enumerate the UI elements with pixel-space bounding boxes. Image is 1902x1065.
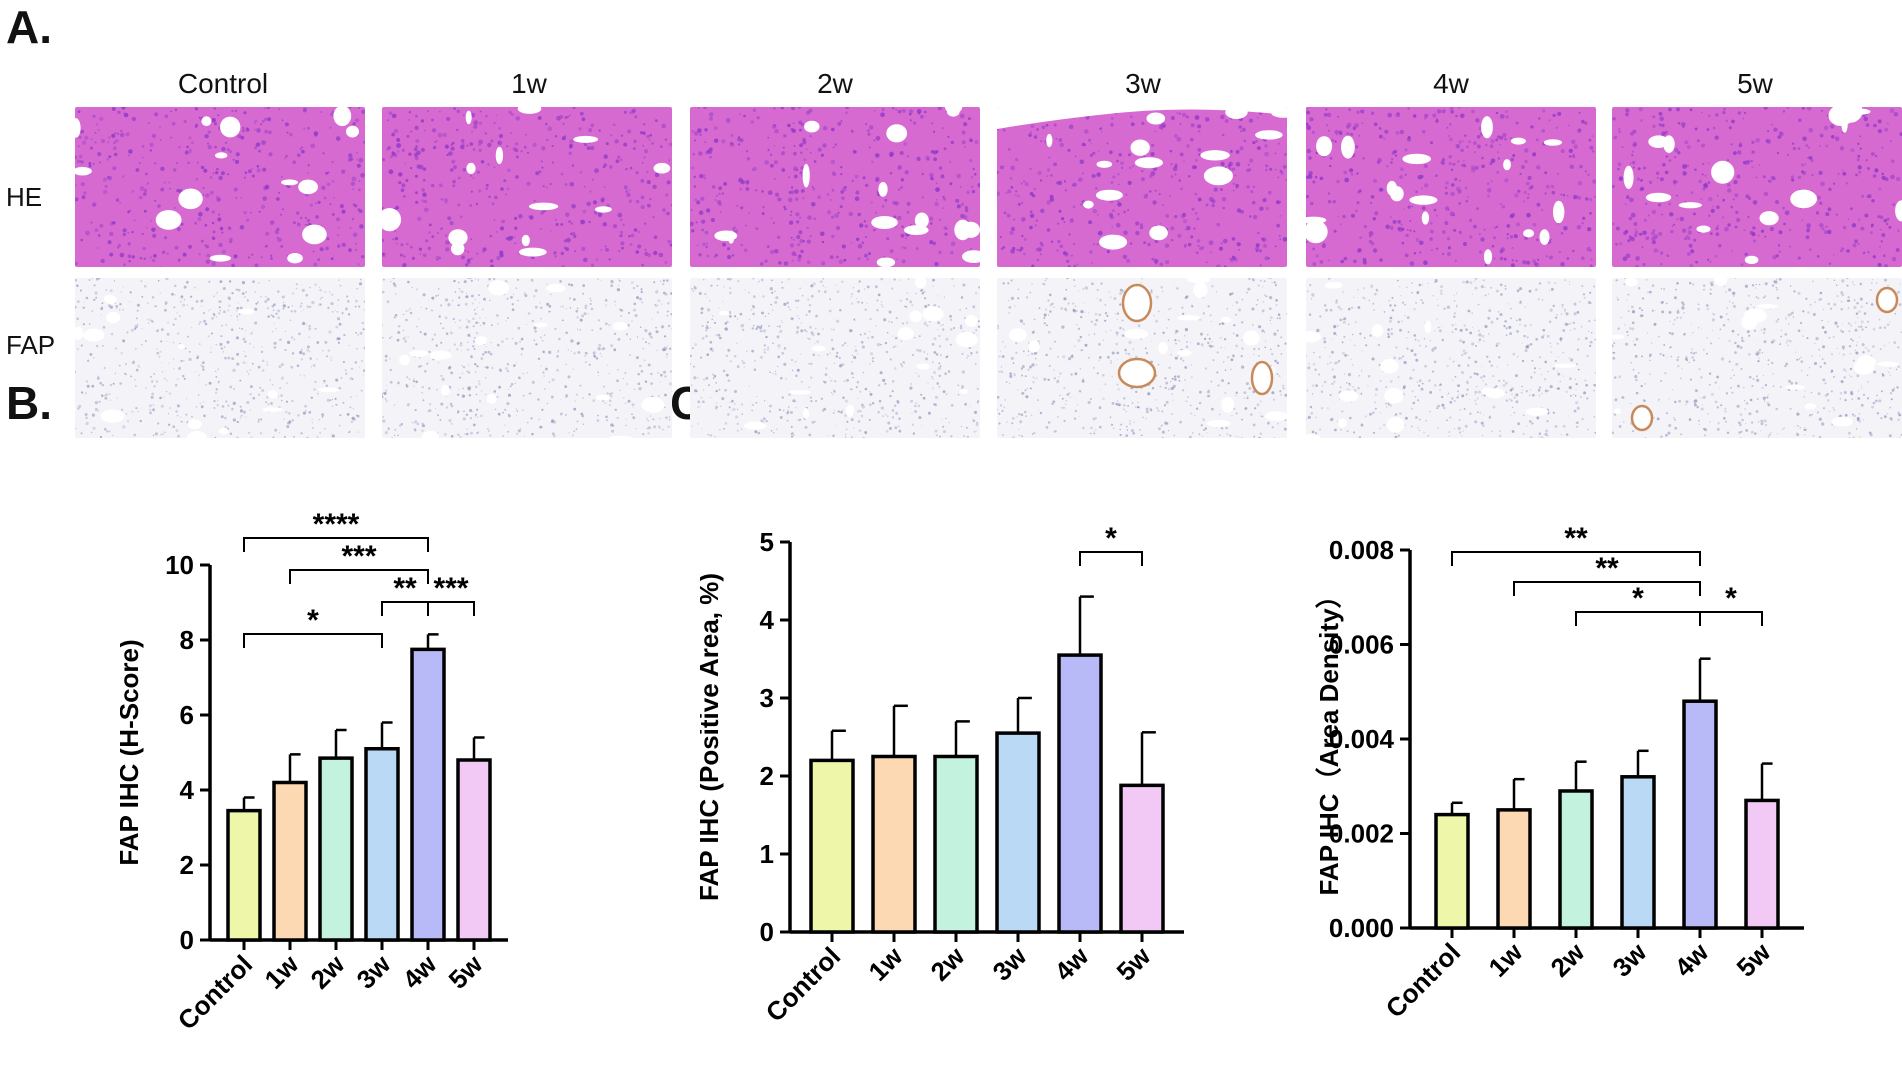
chart-c-x-tick-label-4w: 4w: [1049, 940, 1095, 986]
chart-c-y-tick-label: 1: [760, 839, 774, 869]
column-label-2w: 2w: [817, 68, 853, 99]
chart-b-significance-label: ****: [313, 508, 360, 541]
chart-c-y-axis-label: FAP IHC (Positive Area, %): [700, 573, 724, 901]
chart-b-x-tick-label-5w: 5w: [443, 948, 489, 994]
chart-d-x-tick-label-4w: 4w: [1669, 936, 1715, 982]
chart-b-y-tick-label: 10: [165, 550, 194, 580]
chart-d-bar-3w: [1620, 775, 1656, 930]
row-label-he: HE: [6, 182, 43, 212]
chart-c-bar-2w: [933, 754, 979, 934]
chart-d-x-tick-label-control: Control: [1380, 937, 1467, 1024]
chart-d-significance-label: *: [1632, 582, 1644, 615]
column-label-3w: 3w: [1125, 68, 1161, 99]
chart-c-x-tick-label-1w: 1w: [863, 940, 909, 986]
chart-b-bar-4w: [410, 647, 446, 942]
chart-d-x-tick-label-2w: 2w: [1545, 936, 1591, 982]
column-label-control: Control: [177, 68, 269, 99]
chart-b-bar-5w: [456, 758, 492, 942]
panel-label-b: B.: [6, 377, 52, 429]
chart-d-x-tick-label-1w: 1w: [1483, 936, 1529, 982]
chart-d-bar-5w: [1744, 798, 1780, 930]
chart-b-significance-label: **: [393, 572, 417, 605]
he-stain-image-control: [75, 107, 365, 267]
chart-d-y-axis-label: FAP IHC（Area Density）: [1314, 582, 1344, 895]
column-label-5w: 5w: [1737, 68, 1773, 99]
fap-stain-image-1w: [382, 278, 672, 438]
chart-b-y-tick-label: 2: [180, 850, 194, 880]
chart-d-y-tick-label: 0.000: [1329, 913, 1394, 943]
chart-b-significance-label: ***: [341, 540, 376, 573]
he-stain-image-4w: [1306, 107, 1596, 267]
chart-c-significance-label: *: [1105, 522, 1117, 555]
chart-b-significance-label: ***: [433, 572, 468, 605]
chart-d-significance-bracket: [1699, 611, 1763, 626]
chart-b-bar-2w: [318, 756, 354, 942]
panel-label-a: A.: [6, 1, 52, 53]
chart-c-y-tick-label: 0: [760, 917, 774, 947]
chart-b-x-tick-label-3w: 3w: [351, 948, 397, 994]
chart-c-x-tick-label-control: Control: [760, 941, 847, 1028]
fap-stain-image-3w: [997, 278, 1287, 438]
chart-b-significance-bracket: [289, 569, 429, 584]
chart-b-y-tick-label: 4: [180, 775, 195, 805]
chart-c-x-tick-label-3w: 3w: [987, 940, 1033, 986]
chart-c-y-tick-label: 3: [760, 683, 774, 713]
chart-c-x-tick-label-5w: 5w: [1111, 940, 1157, 986]
chart-b-h-score: FAP IHC (H-Score) 0 2 4 6 8 10 Control 1w 2w 3w 4w 5…: [120, 508, 508, 1036]
chart-d-y-tick-label: 0.002: [1329, 819, 1394, 849]
chart-d-significance-bracket: [1513, 581, 1701, 596]
fap-stain-image-2w: [690, 278, 980, 438]
chart-d-bar-1w: [1496, 808, 1532, 930]
fap-stain-image-control: [75, 278, 365, 438]
chart-b-significance-bracket: [243, 537, 429, 552]
chart-c-bar-1w: [871, 754, 917, 934]
chart-c-y-tick-label: 5: [760, 527, 774, 557]
chart-b-x-tick-label-1w: 1w: [259, 948, 305, 994]
chart-b-significance-label: *: [307, 604, 319, 637]
chart-d-y-tick-label: 0.006: [1329, 630, 1394, 660]
chart-c-positive-area: FAP IHC (Positive Area, %) 0 1 2 3 4 5 Control 1…: [700, 522, 1184, 1028]
column-label-4w: 4w: [1433, 68, 1469, 99]
chart-d-bar-2w: [1558, 789, 1594, 930]
he-stain-image-1w: [382, 107, 672, 267]
fap-stain-image-4w: [1306, 278, 1596, 438]
chart-d-x-tick-label-5w: 5w: [1731, 936, 1777, 982]
chart-c-significance-bracket: [1079, 551, 1143, 566]
he-stain-image-2w: [690, 107, 980, 267]
chart-c-y-tick-label: 2: [760, 761, 774, 791]
chart-d-significance-label: **: [1564, 522, 1588, 555]
chart-c-bar-4w: [1057, 653, 1103, 934]
chart-d-y-tick-label: 0.008: [1329, 535, 1394, 565]
fap-stain-image-5w: [1612, 278, 1902, 438]
he-stain-image-5w: [1612, 107, 1902, 267]
chart-b-y-tick-label: 6: [180, 700, 194, 730]
chart-d-x-tick-label-3w: 3w: [1607, 936, 1653, 982]
chart-d-area-density: FAP IHC（Area Density） 0.000 0.002 0.004 0.00…: [1314, 522, 1804, 1024]
chart-c-x-tick-label-2w: 2w: [925, 940, 971, 986]
chart-d-bar-4w: [1682, 699, 1718, 930]
chart-c-bar-5w: [1119, 783, 1165, 934]
chart-b-bar-control: [226, 808, 262, 942]
chart-b-x-tick-label-control: Control: [172, 949, 259, 1036]
chart-b-bar-1w: [272, 780, 308, 942]
chart-d-significance-bracket: [1451, 551, 1701, 566]
chart-b-y-tick-label: 0: [180, 925, 194, 955]
column-label-1w: 1w: [511, 68, 547, 99]
chart-b-y-axis-label: FAP IHC (H-Score): [120, 639, 144, 865]
he-stain-image-3w: [997, 107, 1287, 267]
chart-b-significance-bracket: [427, 601, 475, 616]
chart-c-bar-control: [809, 758, 855, 934]
chart-c-bar-3w: [995, 731, 1041, 934]
chart-b-bar-3w: [364, 747, 400, 942]
chart-d-significance-label: *: [1725, 582, 1737, 615]
chart-b-y-tick-label: 8: [180, 625, 194, 655]
row-label-fap: FAP: [6, 330, 56, 360]
chart-b-x-tick-label-4w: 4w: [397, 948, 443, 994]
chart-d-y-tick-label: 0.004: [1329, 724, 1395, 754]
chart-b-x-tick-label-2w: 2w: [305, 948, 351, 994]
chart-c-y-tick-label: 4: [760, 605, 775, 635]
chart-b-significance-bracket: [243, 633, 383, 648]
chart-d-significance-label: **: [1595, 552, 1619, 585]
chart-d-bar-control: [1434, 812, 1470, 930]
